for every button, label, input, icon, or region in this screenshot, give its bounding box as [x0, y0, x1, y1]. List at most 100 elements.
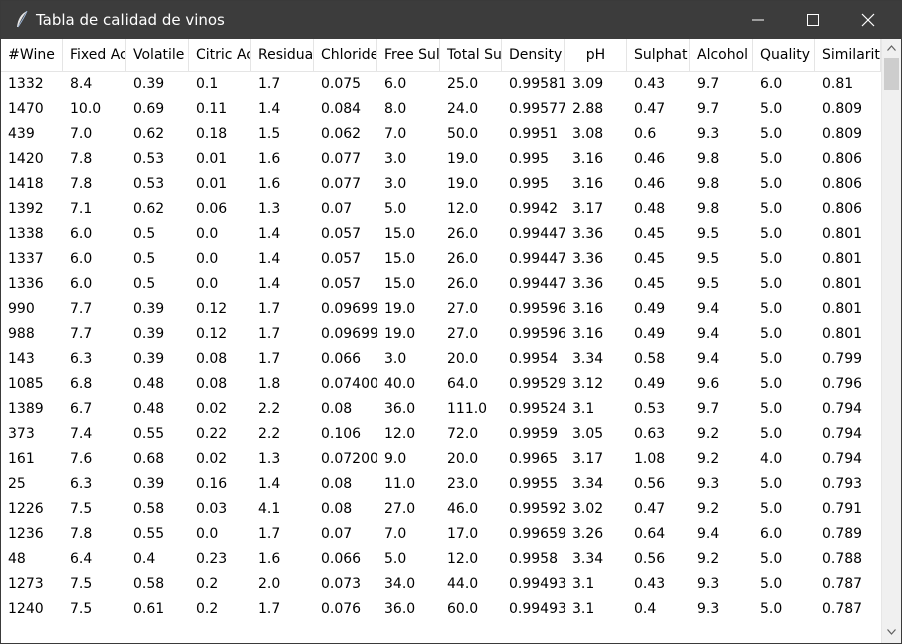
cell-quality: 5.0 — [760, 501, 783, 517]
cell-wine-id: 373 — [8, 426, 35, 442]
chevron-down-icon — [887, 629, 896, 635]
feather-icon — [15, 10, 29, 30]
cell-sulphates: 1.08 — [634, 451, 666, 467]
table-row[interactable]: 1085 6.8 0.48 0.08 1.8 0.07400(40.0 64.0 0.9952… — [1, 372, 881, 397]
table-row[interactable]: 988 7.7 0.39 0.12 1.7 0.09699§ 19.0 27.0 0.99596… — [1, 322, 881, 347]
table-row[interactable]: 25 6.3 0.39 0.16 1.4 0.08 11.0 23.0 0.9955 3.34 0.… — [1, 472, 881, 497]
cell-residual-sugar: 1.6 — [258, 551, 281, 567]
cell-residual-sugar: 1.8 — [258, 376, 281, 392]
cell-total-sulfur: 23.0 — [447, 476, 479, 492]
cell-fixed-acidity: 6.0 — [70, 251, 93, 267]
column-header-similarity[interactable]: Similarit — [815, 39, 881, 72]
maximize-button[interactable] — [790, 1, 836, 39]
table-row[interactable]: 143 6.3 0.39 0.08 1.7 0.066 3.0 20.0 0.9954 3.34 0… — [1, 347, 881, 372]
cell-sulphates: 0.45 — [634, 251, 666, 267]
column-header-sulphates[interactable]: Sulphat — [627, 39, 690, 72]
minimize-button[interactable] — [735, 1, 781, 39]
scroll-thumb[interactable] — [884, 58, 899, 90]
column-header-citric-acid[interactable]: Citric Ac — [189, 39, 251, 72]
close-button[interactable] — [845, 1, 891, 39]
cell-similarity: 0.806 — [822, 151, 863, 167]
cell-quality: 5.0 — [760, 551, 783, 567]
cell-chlorides: 0.057 — [321, 276, 362, 292]
table-row[interactable]: 1337 6.0 0.5 0.0 1.4 0.057 15.0 26.0 0.99447§ 3.3… — [1, 247, 881, 272]
cell-wine-id: 1085 — [8, 376, 44, 392]
table-row[interactable]: 1420 7.8 0.53 0.01 1.6 0.077 3.0 19.0 0.995 3.16 0… — [1, 147, 881, 172]
table-row[interactable]: 1338 6.0 0.5 0.0 1.4 0.057 15.0 26.0 0.99447§ 3.3… — [1, 222, 881, 247]
cell-wine-id: 1240 — [8, 601, 44, 617]
column-header-fixed-acidity[interactable]: Fixed Ac — [63, 39, 126, 72]
title-bar[interactable]: Tabla de calidad de vinos — [1, 1, 901, 39]
cell-fixed-acidity: 6.8 — [70, 376, 93, 392]
wine-table[interactable]: #Wine Fixed Ac Volatile Citric Ac Residua Chl… — [1, 39, 881, 643]
cell-total-sulfur: 72.0 — [447, 426, 479, 442]
cell-similarity: 0.809 — [822, 101, 863, 117]
cell-similarity: 0.806 — [822, 201, 863, 217]
cell-total-sulfur: 26.0 — [447, 276, 479, 292]
column-header-free-sulfur[interactable]: Free Sul — [377, 39, 440, 72]
cell-sulphates: 0.49 — [634, 301, 666, 317]
cell-sulphates: 0.4 — [634, 601, 657, 617]
cell-quality: 5.0 — [760, 601, 783, 617]
cell-quality: 5.0 — [760, 226, 783, 242]
cell-chlorides: 0.057 — [321, 251, 362, 267]
cell-density: 0.99596( — [509, 301, 565, 317]
table-row[interactable]: 990 7.7 0.39 0.12 1.7 0.09699§ 19.0 27.0 0.99596… — [1, 297, 881, 322]
table-row[interactable]: 1389 6.7 0.48 0.02 2.2 0.08 36.0 111.0 0.99524 3.… — [1, 397, 881, 422]
table-row[interactable]: 1418 7.8 0.53 0.01 1.6 0.077 3.0 19.0 0.995 3.16 0… — [1, 172, 881, 197]
cell-ph: 3.1 — [572, 401, 595, 417]
cell-citric-acid: 0.0 — [196, 226, 219, 242]
cell-chlorides: 0.076 — [321, 601, 362, 617]
cell-similarity: 0.794 — [822, 451, 863, 467]
cell-wine-id: 1337 — [8, 251, 44, 267]
table-row[interactable]: 1226 7.5 0.58 0.03 4.1 0.08 27.0 46.0 0.99592 3.0… — [1, 497, 881, 522]
column-header-quality[interactable]: Quality — [753, 39, 815, 72]
cell-free-sulfur: 36.0 — [384, 401, 416, 417]
cell-ph: 3.34 — [572, 351, 604, 367]
scroll-up-button[interactable] — [882, 39, 901, 57]
table-row[interactable]: 1273 7.5 0.58 0.2 2.0 0.073 34.0 44.0 0.99493§ 3.… — [1, 572, 881, 597]
column-header-total-sulfur[interactable]: Total Su — [440, 39, 502, 72]
cell-volatile-acidity: 0.5 — [133, 251, 156, 267]
scroll-down-button[interactable] — [882, 623, 901, 641]
column-header-density[interactable]: Density — [502, 39, 565, 72]
table-row[interactable]: 1336 6.0 0.5 0.0 1.4 0.057 15.0 26.0 0.99447§ 3.3… — [1, 272, 881, 297]
column-header-chlorides[interactable]: Chloride — [314, 39, 377, 72]
column-header-residual-sugar[interactable]: Residua — [251, 39, 314, 72]
column-header-alcohol[interactable]: Alcohol — [690, 39, 753, 72]
cell-alcohol: 9.5 — [697, 251, 720, 267]
column-header-wine-id[interactable]: #Wine — [1, 39, 63, 72]
table-row[interactable]: 373 7.4 0.55 0.22 2.2 0.106 12.0 72.0 0.9959 3.05… — [1, 422, 881, 447]
cell-free-sulfur: 3.0 — [384, 351, 407, 367]
cell-total-sulfur: 19.0 — [447, 176, 479, 192]
column-header-ph[interactable]: pH — [565, 39, 627, 72]
cell-sulphates: 0.63 — [634, 426, 666, 442]
cell-sulphates: 0.49 — [634, 326, 666, 342]
cell-wine-id: 1338 — [8, 226, 44, 242]
cell-citric-acid: 0.01 — [196, 176, 228, 192]
cell-fixed-acidity: 6.0 — [70, 276, 93, 292]
table-row[interactable]: 1236 7.8 0.55 0.0 1.7 0.07 7.0 17.0 0.99659 3.26 0… — [1, 522, 881, 547]
table-row[interactable]: 1470 10.0 0.69 0.11 1.4 0.084 8.0 24.0 0.99577§ 2… — [1, 97, 881, 122]
table-row[interactable]: 439 7.0 0.62 0.18 1.5 0.062 7.0 50.0 0.9951 3.08 0… — [1, 122, 881, 147]
cell-total-sulfur: 26.0 — [447, 226, 479, 242]
cell-alcohol: 9.4 — [697, 301, 720, 317]
cell-volatile-acidity: 0.5 — [133, 276, 156, 292]
cell-quality: 5.0 — [760, 376, 783, 392]
cell-fixed-acidity: 7.6 — [70, 451, 93, 467]
cell-quality: 4.0 — [760, 451, 783, 467]
cell-ph: 3.17 — [572, 451, 604, 467]
cell-citric-acid: 0.23 — [196, 551, 228, 567]
cell-volatile-acidity: 0.4 — [133, 551, 156, 567]
table-row[interactable]: 161 7.6 0.68 0.02 1.3 0.07200(9.0 20.0 0.9965 3.… — [1, 447, 881, 472]
cell-density: 0.9958 — [509, 551, 558, 567]
vertical-scrollbar[interactable] — [881, 39, 901, 643]
table-row[interactable]: 1392 7.1 0.62 0.06 1.3 0.07 5.0 12.0 0.9942 3.17 0… — [1, 197, 881, 222]
column-header-volatile-acidity[interactable]: Volatile — [126, 39, 189, 72]
table-row[interactable]: 1332 8.4 0.39 0.1 1.7 0.075 6.0 25.0 0.99581(3.0… — [1, 72, 881, 97]
cell-volatile-acidity: 0.48 — [133, 401, 165, 417]
cell-density: 0.995 — [509, 151, 550, 167]
table-row[interactable]: 48 6.4 0.4 0.23 1.6 0.066 5.0 12.0 0.9958 3.34 0.5… — [1, 547, 881, 572]
table-row[interactable]: 1240 7.5 0.61 0.2 1.7 0.076 36.0 60.0 0.99493§ 3.… — [1, 597, 881, 622]
cell-fixed-acidity: 8.4 — [70, 76, 93, 92]
